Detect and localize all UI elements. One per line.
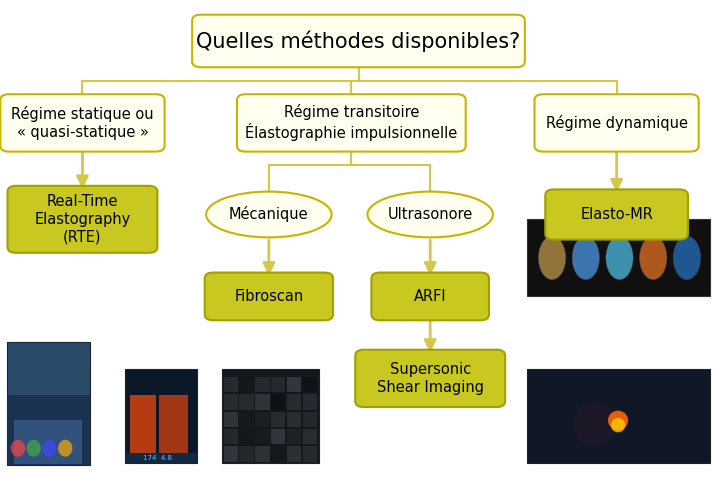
Ellipse shape (58, 440, 72, 457)
Text: Quelles méthodes disponibles?: Quelles méthodes disponibles? (196, 30, 521, 52)
Bar (130, 395, 156, 453)
Bar (255, 446, 270, 462)
Bar (224, 446, 238, 462)
Bar (224, 377, 238, 392)
Ellipse shape (572, 236, 599, 280)
Bar (125, 369, 197, 463)
Bar (239, 377, 254, 392)
Bar (14, 420, 82, 464)
Ellipse shape (574, 402, 617, 446)
Bar (287, 412, 301, 427)
Text: Régime transitoire
Élastographie impulsionnelle: Régime transitoire Élastographie impulsi… (245, 105, 457, 141)
FancyBboxPatch shape (205, 273, 333, 320)
Bar (287, 377, 301, 392)
Text: Ultrasonore: Ultrasonore (388, 207, 473, 222)
Bar (271, 394, 285, 410)
Bar (224, 394, 238, 410)
Bar (7, 342, 90, 465)
Bar (527, 219, 710, 296)
Ellipse shape (640, 236, 667, 280)
FancyBboxPatch shape (1, 94, 164, 151)
Text: ARFI: ARFI (414, 289, 447, 304)
Ellipse shape (11, 440, 25, 457)
Ellipse shape (206, 191, 331, 237)
FancyBboxPatch shape (355, 350, 505, 407)
Bar (271, 446, 285, 462)
Bar (239, 394, 254, 410)
Text: Supersonic
Shear Imaging: Supersonic Shear Imaging (376, 362, 484, 395)
FancyBboxPatch shape (192, 14, 525, 67)
Bar (255, 412, 270, 427)
Bar (303, 429, 317, 444)
Bar (7, 395, 90, 465)
Bar (287, 446, 301, 462)
Text: 174  4.8: 174 4.8 (143, 455, 172, 461)
Bar (271, 377, 285, 392)
Bar (303, 394, 317, 410)
Ellipse shape (608, 411, 628, 430)
Bar (159, 395, 188, 453)
Bar (222, 369, 319, 463)
Ellipse shape (27, 440, 41, 457)
Text: Régime statique ou
« quasi-statique »: Régime statique ou « quasi-statique » (11, 106, 153, 140)
Text: Mécanique: Mécanique (229, 206, 309, 223)
Bar (224, 429, 238, 444)
Ellipse shape (606, 236, 633, 280)
Ellipse shape (538, 236, 566, 280)
Bar (303, 446, 317, 462)
Bar (255, 377, 270, 392)
Ellipse shape (611, 418, 625, 432)
FancyBboxPatch shape (237, 94, 466, 151)
Bar (239, 446, 254, 462)
Text: Elasto-MR: Elasto-MR (580, 207, 653, 222)
FancyBboxPatch shape (8, 186, 157, 253)
Bar (224, 412, 238, 427)
Bar (239, 412, 254, 427)
Bar (239, 429, 254, 444)
Bar (255, 394, 270, 410)
Text: Fibroscan: Fibroscan (234, 289, 303, 304)
Text: Real-Time
Elastography
(RTE): Real-Time Elastography (RTE) (34, 194, 130, 244)
FancyBboxPatch shape (545, 189, 688, 240)
FancyBboxPatch shape (534, 94, 698, 151)
Bar (527, 369, 710, 463)
Ellipse shape (367, 191, 493, 237)
Text: Régime dynamique: Régime dynamique (546, 115, 688, 131)
Bar (303, 377, 317, 392)
Bar (303, 412, 317, 427)
Bar (271, 412, 285, 427)
Ellipse shape (42, 440, 57, 457)
Bar (125, 453, 197, 463)
Ellipse shape (673, 236, 701, 280)
Bar (271, 429, 285, 444)
Bar (255, 429, 270, 444)
FancyBboxPatch shape (371, 273, 489, 320)
Bar (287, 429, 301, 444)
Bar (287, 394, 301, 410)
